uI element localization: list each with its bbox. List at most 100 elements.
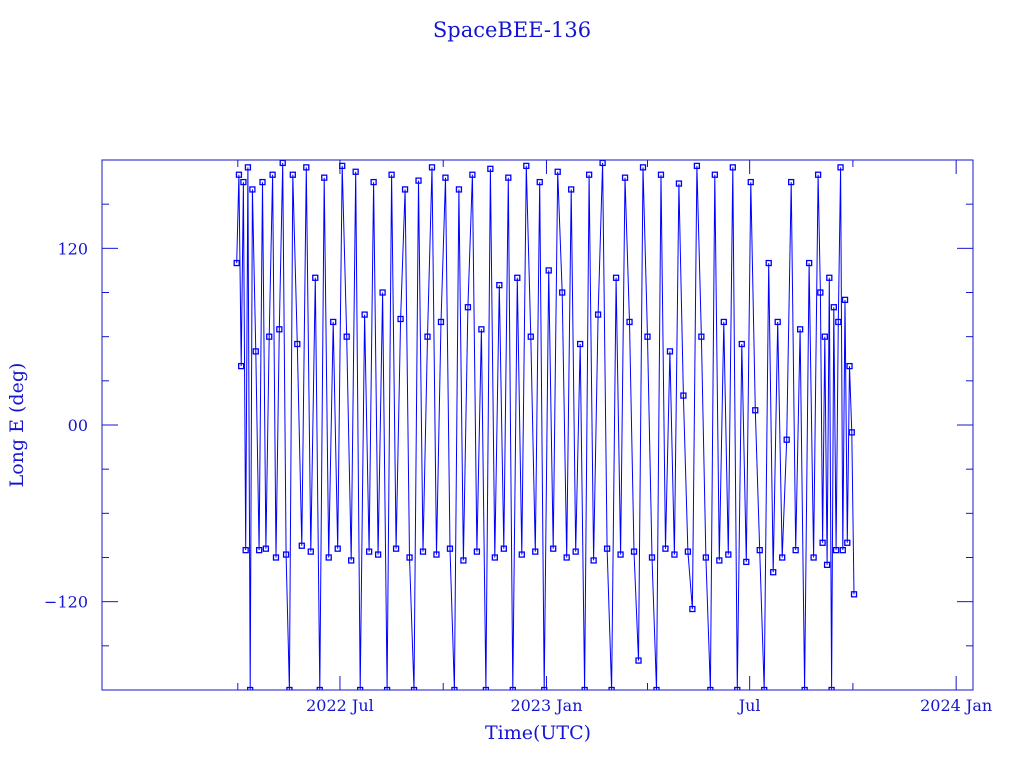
data-point (662, 545, 669, 552)
data-point (810, 554, 817, 561)
data-point (752, 407, 759, 414)
data-point (707, 686, 714, 690)
data-point (514, 274, 521, 281)
data-point (630, 548, 638, 555)
data-point (844, 539, 851, 546)
data-point (765, 259, 772, 267)
data-point (262, 545, 270, 552)
data-point (365, 548, 373, 555)
data-point (572, 548, 579, 555)
data-point (532, 548, 539, 555)
data-point (496, 281, 503, 289)
chart-title: SpaceBEE-136 (433, 18, 591, 42)
data-point (648, 554, 656, 561)
data-point (779, 554, 786, 561)
data-point (238, 362, 245, 370)
data-point (240, 178, 247, 186)
data-point (788, 178, 795, 186)
data-point (401, 186, 409, 193)
x-tick-label: 2024 Jan (920, 696, 992, 715)
data-point (509, 686, 516, 690)
data-point (839, 546, 846, 554)
data-point (590, 557, 597, 564)
data-point (276, 326, 283, 333)
data-point (756, 546, 763, 554)
data-point (821, 333, 828, 340)
data-point (527, 333, 534, 340)
data-point (617, 551, 624, 558)
x-tick-label: 2022 Jul (306, 696, 374, 715)
data-point (594, 311, 602, 318)
data-point (424, 333, 431, 340)
data-point (761, 686, 768, 690)
data-point (235, 171, 243, 178)
data-point (233, 259, 240, 267)
data-point (801, 686, 808, 690)
data-point (307, 548, 314, 555)
data-point (559, 289, 566, 296)
data-point (294, 340, 301, 348)
data-point (316, 686, 323, 690)
data-point (406, 554, 413, 561)
data-point (370, 178, 377, 186)
data-point (473, 548, 481, 555)
data-point (334, 545, 341, 552)
data-point (325, 554, 332, 561)
data-point (770, 569, 777, 576)
data-point (817, 289, 824, 296)
data-point (518, 551, 525, 558)
data-point (644, 333, 651, 340)
data-point (433, 551, 440, 558)
data-point (478, 326, 485, 333)
data-point (482, 686, 490, 690)
data-point (491, 554, 498, 561)
data-point (716, 557, 723, 564)
data-point (361, 311, 368, 318)
data-point (388, 171, 395, 178)
series-line (233, 160, 858, 690)
data-point (352, 168, 359, 175)
data-point (805, 259, 813, 267)
data-point (671, 551, 678, 558)
data-point (626, 318, 633, 326)
data-point (621, 174, 629, 181)
data-point (437, 318, 445, 326)
x-tick-label: Jul (737, 696, 761, 715)
data-point (330, 318, 337, 326)
data-point (379, 289, 386, 296)
data-point (410, 686, 418, 690)
data-point (828, 686, 835, 690)
data-point (266, 333, 273, 340)
data-point (446, 545, 454, 552)
data-point (720, 318, 727, 326)
data-point (442, 174, 449, 181)
data-point (832, 546, 840, 554)
data-point (830, 304, 837, 311)
data-point (397, 315, 404, 323)
data-point (693, 162, 701, 170)
data-point (321, 174, 328, 181)
data-point (603, 545, 611, 552)
y-tick-label: 120 (57, 239, 88, 258)
data-point (848, 429, 855, 436)
data-point (774, 318, 781, 326)
data-point (747, 178, 754, 186)
data-point (383, 686, 391, 690)
data-point (585, 171, 593, 178)
data-point (743, 558, 750, 566)
data-point (653, 686, 660, 690)
data-point (612, 274, 620, 281)
data-point (464, 304, 472, 311)
data-point (581, 686, 588, 690)
data-point (303, 164, 310, 171)
data-point (698, 333, 705, 340)
data-point (639, 164, 647, 171)
data-point (635, 657, 642, 664)
data-point (500, 545, 507, 552)
data-point (541, 686, 548, 690)
data-point (415, 177, 422, 184)
data-point (675, 180, 683, 187)
y-axis-label: Long E (deg) (6, 363, 28, 488)
data-point (357, 686, 364, 690)
